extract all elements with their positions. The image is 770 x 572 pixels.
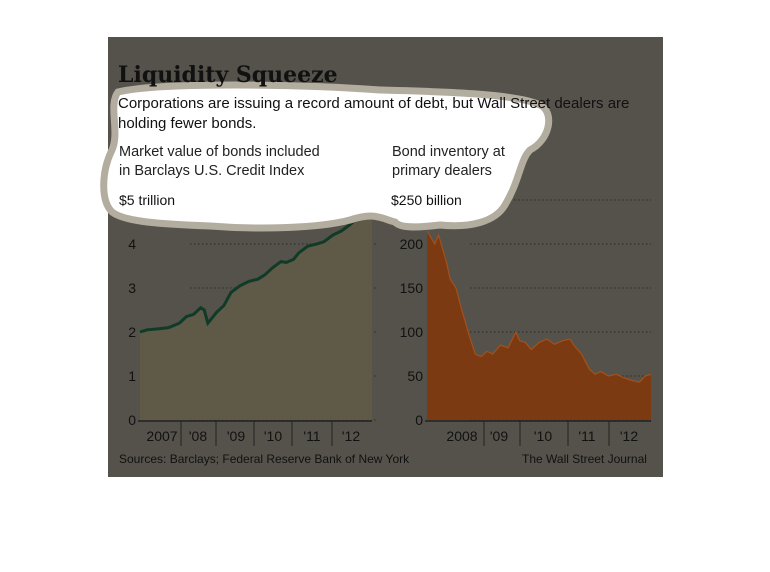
source-note: Sources: Barclays; Federal Reserve Bank … [119, 452, 410, 466]
market-value-area [140, 204, 372, 420]
right-chart-label-2: primary dealers [392, 163, 492, 179]
right-chart-label-1: Bond inventory at [392, 144, 505, 160]
chart-title: Liquidity Squeeze [118, 62, 338, 88]
left-chart-label-2: in Barclays U.S. Credit Index [119, 163, 305, 179]
chart-subtitle: Corporations are issuing a record amount… [118, 95, 630, 132]
y-tick-label: 2 [128, 324, 136, 340]
bond-inventory-area [427, 230, 651, 420]
x-tick-label: 2008 [446, 428, 477, 444]
y-tick-label: 0 [415, 412, 423, 428]
market-value-line [139, 203, 374, 334]
x-tick-label: '08 [189, 428, 207, 444]
x-tick-label: '10 [534, 428, 552, 444]
x-tick-label: '12 [342, 428, 360, 444]
y-tick-label: 200 [400, 236, 424, 252]
x-tick-label: 2007 [146, 428, 177, 444]
left-top-value: $5 trillion [119, 192, 176, 208]
y-tick-label: 150 [400, 280, 424, 296]
y-tick-label: 4 [128, 236, 136, 252]
x-tick-label: '09 [227, 428, 245, 444]
x-tick-label: '11 [578, 428, 595, 444]
x-tick-label: '09 [490, 428, 508, 444]
x-tick-label: '12 [620, 428, 638, 444]
right-top-value: $250 billion [391, 192, 462, 208]
x-tick-label: '10 [264, 428, 282, 444]
y-tick-label: 0 [128, 412, 136, 428]
credit-note: The Wall Street Journal [522, 452, 647, 466]
y-tick-label: 100 [400, 324, 424, 340]
y-tick-label: 1 [128, 368, 136, 384]
y-tick-label: 3 [128, 280, 136, 296]
bond-inventory-line [426, 230, 652, 383]
left-chart-label-1: Market value of bonds included [119, 144, 320, 160]
y-tick-label: 50 [407, 368, 423, 384]
x-tick-label: '11 [303, 428, 320, 444]
